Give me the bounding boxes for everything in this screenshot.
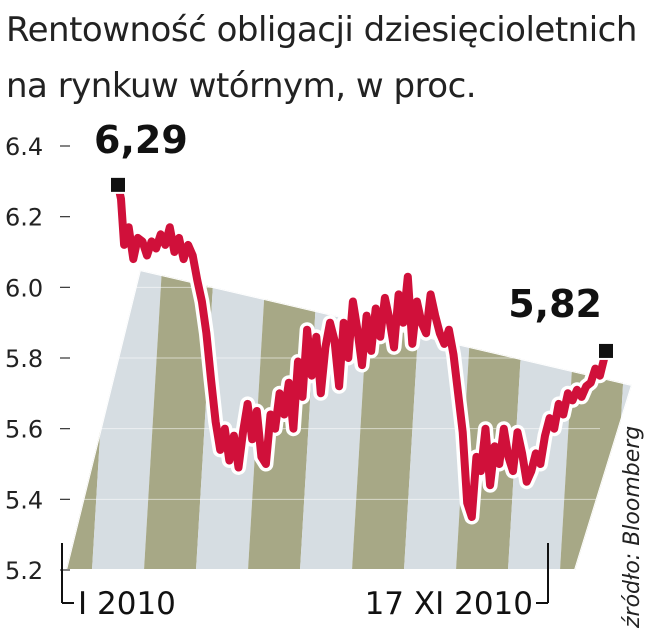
y-tick-label: 6.4 — [5, 133, 43, 161]
x-axis: I 2010 17 XI 2010 — [61, 543, 549, 622]
y-tick-label: 6.2 — [5, 204, 43, 232]
source-note: źródło: Bloomberg — [620, 426, 645, 629]
chart-title: Rentowność obligacji dziesięcioletnich n… — [6, 2, 646, 114]
data-label: 6,29 — [94, 118, 188, 162]
endpoint-marker — [597, 341, 615, 360]
annotations: 6,29 5,82 — [94, 118, 615, 360]
chart-title-line-1: Rentowność obligacji dziesięcioletnich — [6, 10, 637, 50]
y-tick-label: 5.8 — [5, 345, 43, 373]
chart-title-line-2: na rynkuw wtórnym, w proc. — [6, 66, 477, 106]
x-tick-label: 17 XI 2010 — [365, 586, 533, 622]
endpoint-marker — [109, 175, 127, 194]
y-tick-label: 5.2 — [5, 557, 43, 585]
y-tick-label: 5.4 — [5, 486, 43, 514]
y-tick-label: 6.0 — [5, 274, 43, 302]
series-layer — [110, 177, 614, 525]
y-axis: 6.4 6.2 6.0 5.8 5.6 5.4 5.2 — [5, 133, 70, 585]
data-label: 5,82 — [508, 282, 602, 326]
series-line — [114, 180, 610, 521]
x-tick-label: I 2010 — [78, 586, 176, 622]
y-tick-label: 5.6 — [5, 416, 43, 444]
panel-outline — [66, 270, 632, 570]
